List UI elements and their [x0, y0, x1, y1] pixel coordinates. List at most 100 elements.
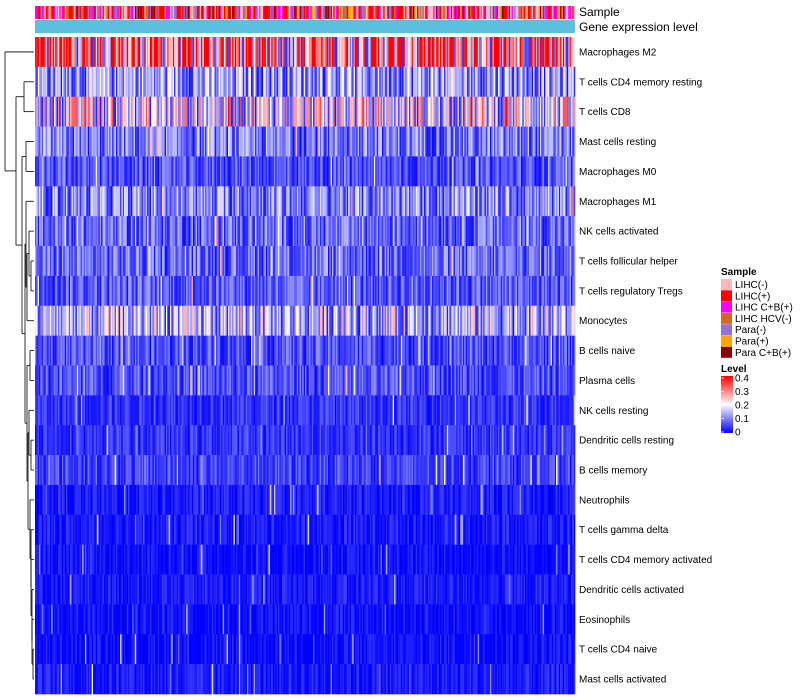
heatmap-cell — [190, 365, 192, 396]
heatmap-cell — [102, 305, 105, 336]
sample-annotation-cell — [326, 6, 329, 19]
heatmap-cell — [325, 216, 327, 247]
heatmap-cell — [136, 216, 138, 247]
heatmap-cell — [49, 365, 52, 396]
heatmap-cell — [138, 305, 141, 336]
heatmap-cell — [350, 335, 353, 366]
heatmap-cell — [326, 37, 329, 68]
sample-annotation-cell — [473, 6, 476, 19]
heatmap-cell — [558, 126, 561, 157]
heatmap-cell — [430, 275, 433, 307]
heatmap-cell — [392, 156, 395, 187]
heatmap-cell — [515, 305, 518, 336]
heatmap-cell — [441, 126, 443, 157]
heatmap-cell — [367, 126, 369, 157]
heatmap-cell — [566, 66, 569, 98]
heatmap-cell — [552, 246, 554, 277]
heatmap-cell — [269, 305, 272, 336]
heatmap-cell — [345, 156, 348, 187]
heatmap-cell — [113, 186, 115, 217]
heatmap-cell — [515, 246, 518, 277]
heatmap-cell — [71, 216, 74, 247]
heatmap-cell — [408, 335, 411, 366]
heatmap-cell — [192, 37, 195, 68]
heatmap-cell — [452, 126, 454, 157]
heatmap-cell — [365, 275, 368, 307]
heatmap-cell — [175, 156, 178, 187]
heatmap-cell — [472, 37, 475, 68]
heatmap-cell — [182, 335, 184, 366]
heatmap-cell — [282, 186, 284, 217]
heatmap-cell — [159, 275, 161, 307]
heatmap-cell — [434, 66, 437, 98]
heatmap-cell — [188, 156, 191, 187]
heatmap-cell — [349, 186, 352, 217]
heatmap-cell — [521, 186, 523, 217]
heatmap-cell — [391, 305, 394, 336]
heatmap-cell — [549, 275, 551, 307]
heatmap-cell — [140, 156, 142, 187]
heatmap-cell — [157, 126, 160, 157]
heatmap-cell — [395, 216, 398, 247]
sample-annotation-cell — [449, 6, 452, 19]
heatmap-cell — [213, 305, 215, 336]
heatmap-cell — [406, 216, 408, 247]
sample-annotation-cell — [503, 6, 506, 19]
sample-annotation-cell — [485, 6, 488, 19]
heatmap-cell — [449, 96, 452, 127]
heatmap-cell — [514, 96, 516, 127]
heatmap-cell — [226, 126, 229, 157]
heatmap-cell — [514, 305, 516, 336]
heatmap-cell — [336, 66, 338, 98]
heatmap-cell — [360, 305, 362, 336]
heatmap-cell — [283, 335, 286, 366]
heatmap-cell — [504, 156, 507, 187]
heatmap-cell — [80, 96, 83, 127]
heatmap-cell — [164, 66, 167, 98]
heatmap-cell — [75, 365, 78, 396]
heatmap-cell — [315, 335, 318, 366]
heatmap-cell — [52, 305, 55, 336]
heatmap-cell — [503, 186, 506, 217]
heatmap-cell — [448, 335, 450, 366]
heatmap-cell — [57, 275, 60, 307]
heatmap-cell — [62, 305, 64, 336]
heatmap-cell — [261, 96, 264, 127]
heatmap-cell — [211, 216, 214, 247]
heatmap-cell — [103, 126, 106, 157]
heatmap-cell — [44, 96, 47, 127]
heatmap-cell — [168, 186, 171, 217]
heatmap-cell — [480, 126, 483, 157]
heatmap-cell — [183, 96, 186, 127]
heatmap-cell — [295, 275, 298, 307]
heatmap-cell — [526, 305, 529, 336]
heatmap-cell — [529, 335, 531, 366]
heatmap-cell — [402, 66, 404, 98]
heatmap-cell — [487, 96, 489, 127]
heatmap-cell — [408, 66, 411, 98]
heatmap-cell — [143, 156, 145, 187]
heatmap-cell — [353, 216, 356, 247]
heatmap-cell — [299, 96, 302, 127]
sample-annotation-cell — [286, 6, 288, 19]
heatmap-cell — [404, 305, 407, 336]
heatmap-cell — [113, 216, 115, 247]
heatmap-cell — [392, 335, 395, 366]
heatmap-cell — [284, 156, 287, 187]
heatmap-cell — [444, 216, 446, 247]
heatmap-cell — [348, 66, 350, 98]
heatmap-cell — [57, 96, 60, 127]
heatmap-cell — [534, 156, 537, 187]
heatmap-cell — [507, 186, 510, 217]
heatmap-cell — [326, 66, 329, 98]
heatmap-cell — [538, 96, 541, 127]
heatmap-cell — [63, 305, 65, 336]
heatmap-cell — [191, 335, 194, 366]
heatmap-cell — [391, 96, 394, 127]
heatmap-cell — [237, 156, 240, 187]
heatmap-cell — [79, 365, 82, 396]
heatmap-cell — [186, 275, 188, 307]
heatmap-cell — [199, 96, 202, 127]
heatmap-cell — [379, 126, 381, 157]
heatmap-cell — [144, 246, 146, 277]
